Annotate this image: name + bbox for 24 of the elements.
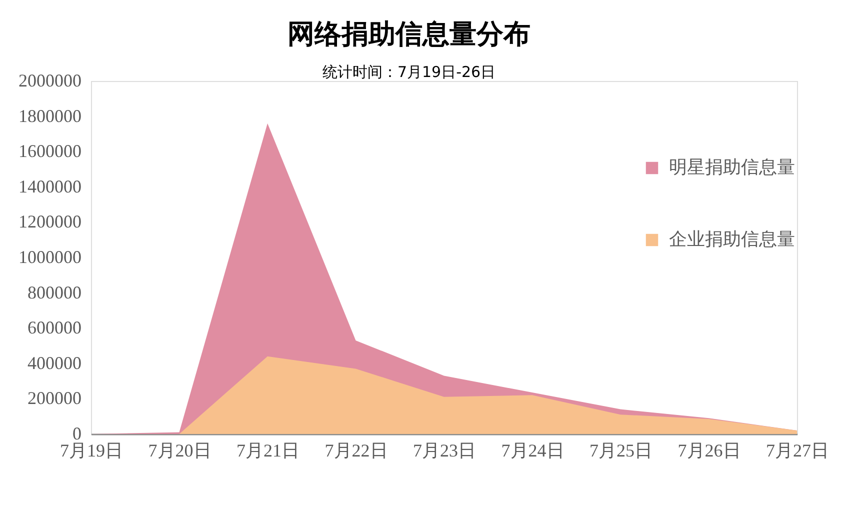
y-tick-label: 800000 (28, 282, 82, 302)
y-tick-label: 600000 (28, 318, 82, 338)
x-tick-label: 7月21日 (236, 440, 300, 460)
x-tick-label: 7月26日 (678, 440, 741, 460)
x-tick-label: 7月23日 (413, 440, 476, 460)
x-tick-label: 7月22日 (324, 440, 388, 460)
y-tick-label: 2000000 (18, 70, 82, 90)
legend-label: 企业捐助信息量 (669, 229, 795, 249)
chart-subtitle: 统计时间：7月19日-26日 (322, 63, 496, 81)
x-tick-label: 7月25日 (590, 440, 652, 460)
legend-label: 明星捐助信息量 (669, 157, 795, 177)
y-tick-label: 200000 (28, 388, 82, 408)
y-tick-label: 1200000 (18, 212, 82, 232)
y-tick-label: 1400000 (18, 176, 82, 196)
chart-title: 网络捐助信息量分布 (288, 19, 530, 50)
y-tick-label: 1800000 (18, 106, 82, 126)
y-tick-label: 1000000 (18, 247, 82, 267)
x-tick-label: 7月24日 (501, 440, 564, 460)
x-tick-label: 7月19日 (60, 440, 123, 460)
x-tick-label: 7月20日 (148, 440, 212, 460)
y-tick-label: 400000 (28, 352, 82, 373)
y-tick-label: 1600000 (18, 141, 82, 162)
x-tick-label: 7月27日 (766, 440, 829, 460)
y-tick-label: 0 (72, 424, 82, 444)
